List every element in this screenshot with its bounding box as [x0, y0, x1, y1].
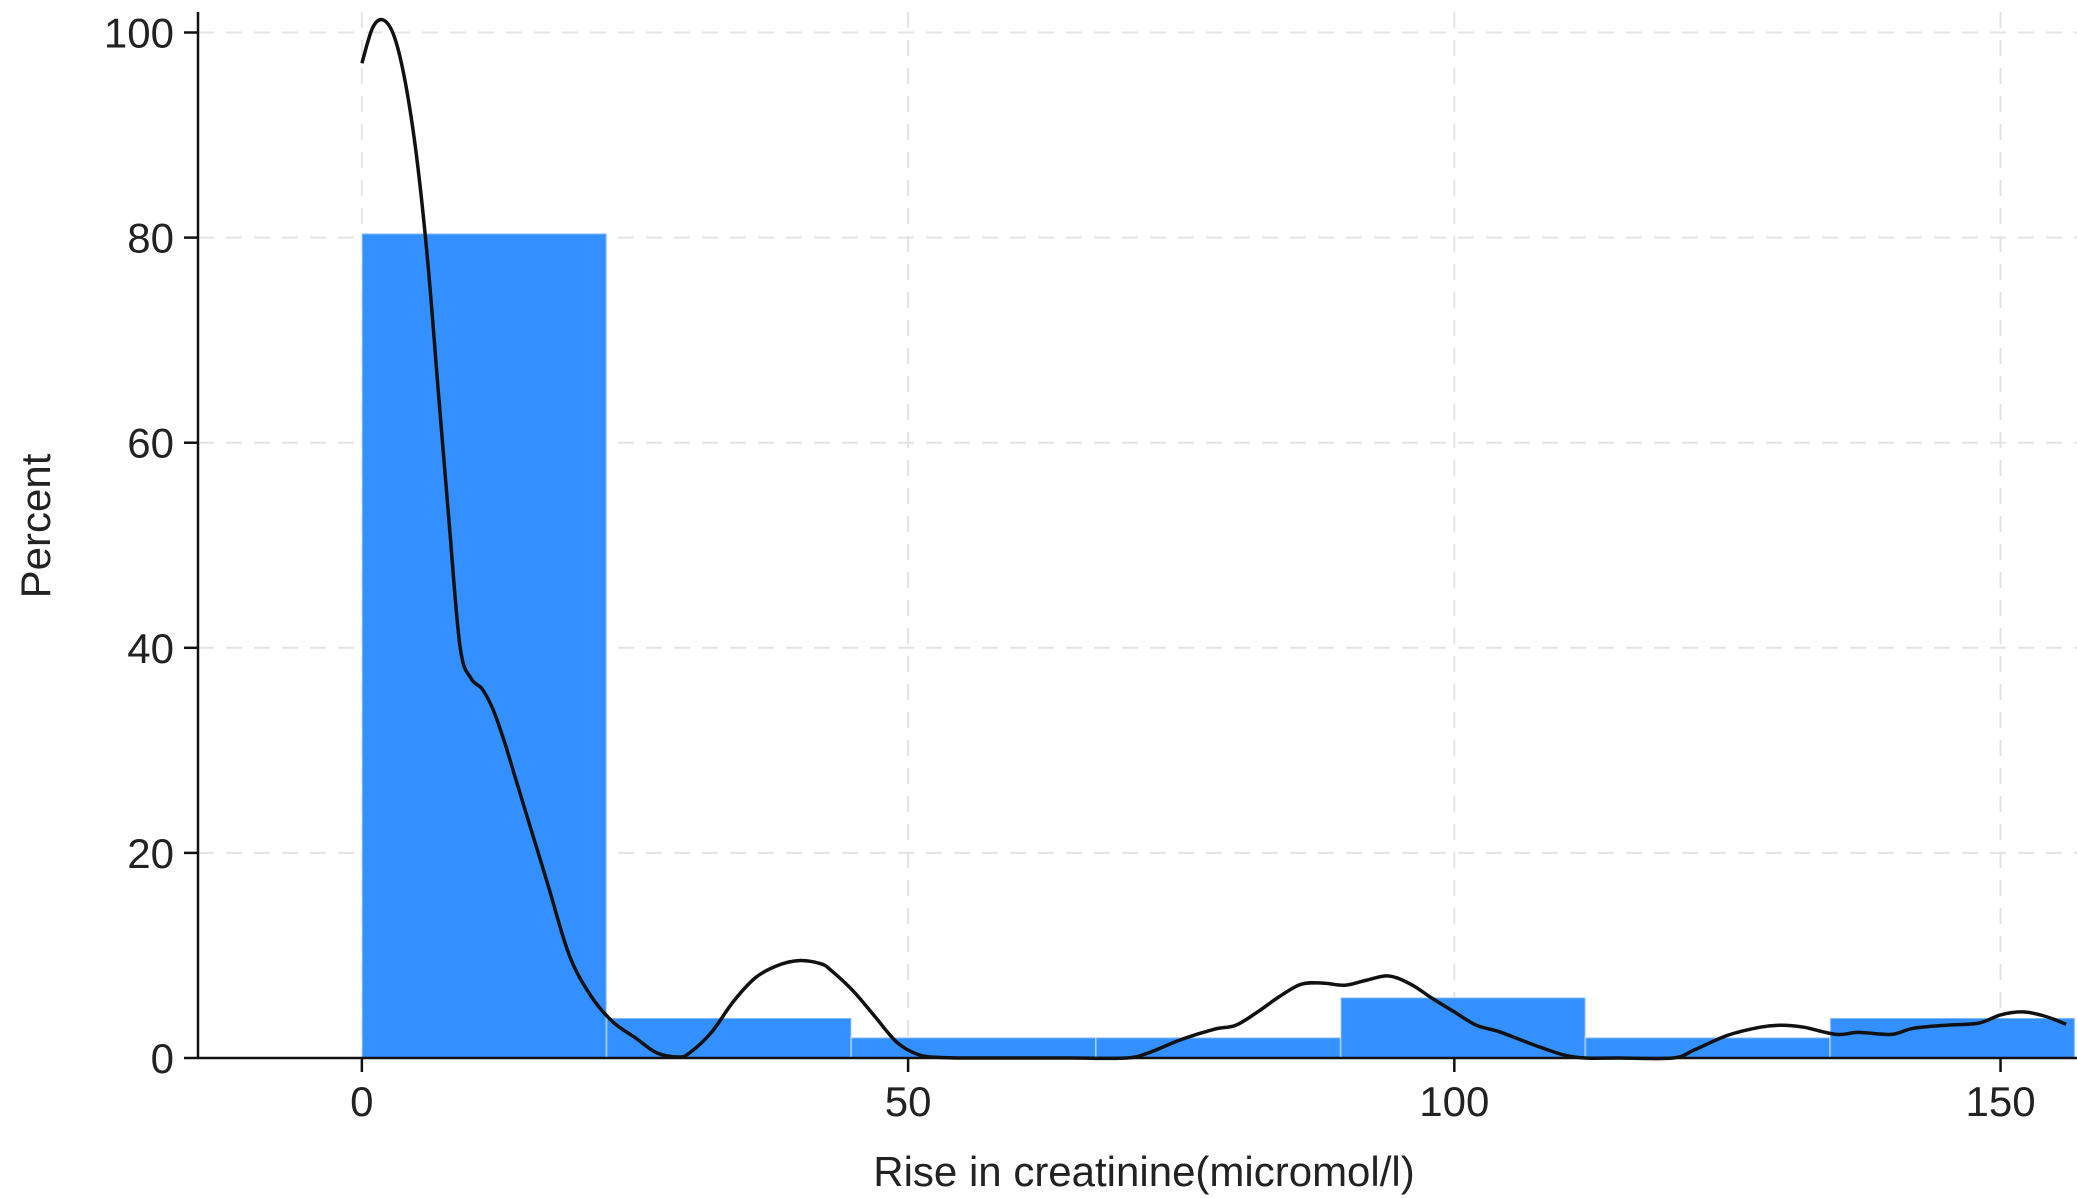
x-tick-label: 0	[350, 1078, 373, 1125]
x-tick-label: 50	[885, 1078, 932, 1125]
axes	[184, 12, 2077, 1072]
tick-labels: 0 20 40 60 80 100 0 50 100 150	[104, 10, 2036, 1125]
y-axis-title: Percent	[12, 453, 59, 598]
x-tick-label: 150	[1965, 1078, 2035, 1125]
y-tick-label: 80	[127, 215, 174, 262]
y-tick-label: 0	[151, 1035, 174, 1082]
x-axis-title: Rise in creatinine(micromol/l)	[873, 1148, 1414, 1195]
histogram-bar	[1094, 1036, 1342, 1060]
density-curve-layer	[360, 17, 2067, 1061]
histogram-bar	[850, 1036, 1097, 1060]
y-tick-label: 40	[127, 625, 174, 672]
histogram-bar	[360, 232, 608, 1060]
histogram-bar	[1584, 1036, 1832, 1060]
x-tick-label: 100	[1419, 1078, 1489, 1125]
y-tick-label: 20	[127, 830, 174, 877]
histogram-bar	[605, 1017, 853, 1059]
y-tick-label: 60	[127, 420, 174, 467]
y-tick-label: 100	[104, 10, 174, 57]
histogram-bars	[360, 232, 2076, 1060]
density-curve	[360, 17, 2067, 1061]
